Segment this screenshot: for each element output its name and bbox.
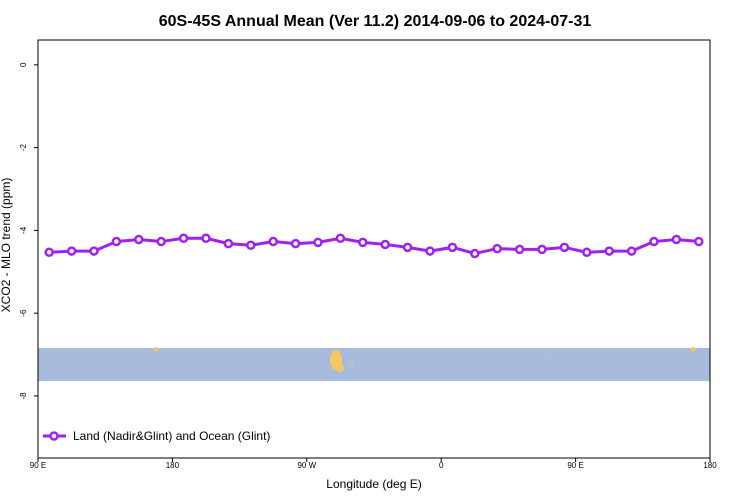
point bbox=[89, 246, 99, 256]
x-tick-label: 180 bbox=[703, 461, 717, 470]
x-tick-label: 180 bbox=[166, 461, 180, 470]
plot-frame bbox=[37, 39, 711, 459]
point bbox=[201, 233, 211, 243]
point bbox=[313, 237, 323, 248]
point bbox=[604, 246, 614, 256]
point bbox=[537, 244, 547, 255]
legend-marker bbox=[49, 431, 59, 441]
y-tick-label: 0 bbox=[19, 62, 28, 67]
y-tick-label: -4 bbox=[19, 226, 28, 234]
point bbox=[134, 234, 144, 245]
point bbox=[402, 242, 413, 253]
point bbox=[649, 236, 659, 247]
point bbox=[514, 244, 525, 255]
point bbox=[425, 246, 435, 256]
point bbox=[559, 242, 570, 253]
point bbox=[447, 242, 458, 253]
point bbox=[470, 248, 480, 259]
point bbox=[246, 240, 256, 251]
point bbox=[66, 246, 77, 256]
point bbox=[492, 243, 502, 254]
point bbox=[694, 236, 704, 247]
point bbox=[44, 247, 54, 258]
point bbox=[335, 233, 346, 243]
series-line bbox=[49, 236, 699, 256]
x-tick-label: 90 W bbox=[297, 461, 316, 470]
x-axis-label: Longitude (deg E) bbox=[326, 477, 421, 491]
point bbox=[358, 237, 368, 248]
point bbox=[223, 238, 234, 249]
map-strip bbox=[38, 347, 710, 381]
point bbox=[178, 233, 189, 243]
chart-title: 60S-45S Annual Mean (Ver 11.2) 2014-09-0… bbox=[159, 13, 592, 30]
x-tick-label: 90 E bbox=[30, 461, 46, 470]
x-tick-label: 90 E bbox=[567, 461, 583, 470]
y-axis-label: XCO2 - MLO trend (ppm) bbox=[0, 178, 13, 313]
x-tick-label: 0 bbox=[439, 461, 444, 470]
point bbox=[290, 238, 301, 249]
y-tick-label: -8 bbox=[19, 392, 28, 400]
y-tick-label: -6 bbox=[19, 309, 28, 317]
point bbox=[156, 236, 166, 247]
y-tick-label: -2 bbox=[19, 144, 28, 152]
point bbox=[671, 234, 682, 245]
point bbox=[380, 239, 390, 250]
point bbox=[626, 246, 637, 256]
legend-label: Land (Nadir&Glint) and Ocean (Glint) bbox=[73, 429, 270, 443]
point bbox=[111, 236, 122, 247]
point bbox=[582, 247, 592, 258]
point bbox=[268, 236, 278, 247]
